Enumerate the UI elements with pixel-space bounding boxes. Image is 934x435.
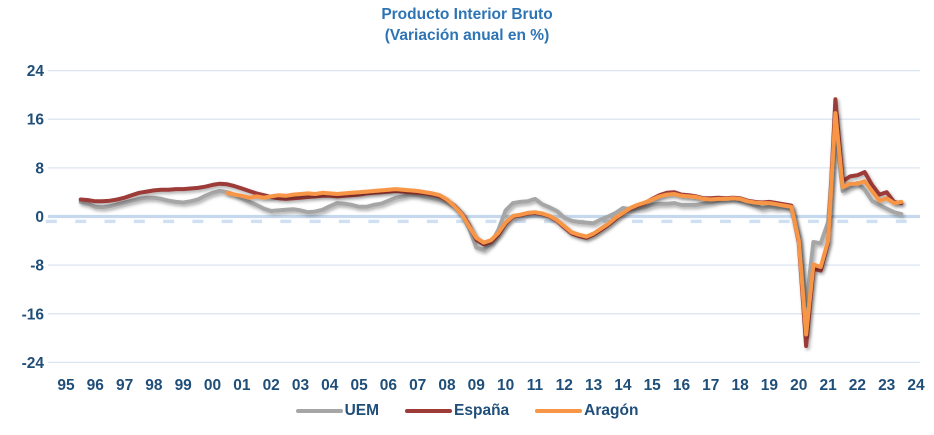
x-tick-label-99: 99 [175, 377, 193, 394]
x-axis-tick-dash [485, 219, 497, 224]
x-tick-label-13: 13 [585, 377, 603, 394]
x-axis-tick-dash [251, 219, 262, 224]
x-tick-label-23: 23 [878, 377, 896, 394]
x-tick-label-05: 05 [350, 377, 368, 394]
x-tick-label-11: 11 [527, 377, 544, 394]
x-axis-tick-dash [514, 219, 526, 224]
x-tick-label-02: 02 [263, 377, 280, 394]
x-axis-tick-dash [720, 219, 731, 224]
x-axis-tick-dash [866, 219, 878, 224]
x-axis-tick-dash [221, 219, 233, 224]
x-tick-label-21: 21 [819, 377, 837, 394]
series-line-aragon [225, 111, 904, 337]
y-tick-label--16: -16 [22, 306, 45, 323]
axis-layer [45, 214, 920, 224]
y-tick-label-16: 16 [27, 112, 45, 129]
x-axis-tick-dash [163, 219, 175, 224]
x-axis-tick-dash [280, 219, 292, 224]
x-tick-label-96: 96 [87, 377, 105, 394]
y-tick-label-24: 24 [27, 63, 45, 80]
x-tick-label-95: 95 [57, 377, 75, 394]
axis-labels-layer: 24 16 8 0 -8 -16 -24 95 96 97 98 99 00 01 02 03 04 05 06 07… [22, 63, 925, 394]
x-axis-tick-dash [778, 219, 790, 224]
legend-item-aragon[interactable]: Aragón [535, 402, 638, 420]
x-axis-tick-dash [807, 219, 819, 224]
x-tick-label-20: 20 [790, 377, 807, 394]
x-tick-label-97: 97 [116, 377, 133, 394]
x-tick-label-15: 15 [644, 377, 662, 394]
y-tick-label-0: 0 [35, 209, 44, 226]
x-axis-tick-dash [749, 219, 761, 224]
legend-swatch-uem [295, 408, 343, 414]
zero-axis-line [48, 214, 920, 219]
x-tick-label-03: 03 [292, 377, 310, 394]
x-axis-tick-dash [104, 219, 116, 224]
chart-title-block: Producto Interior Bruto (Variación anual… [0, 4, 934, 46]
x-tick-label-07: 07 [409, 377, 426, 394]
x-tick-label-00: 00 [204, 377, 221, 394]
x-tick-label-12: 12 [556, 377, 573, 394]
x-tick-label-24: 24 [907, 377, 925, 394]
y-tick-label--8: -8 [30, 258, 44, 275]
chart-legend: UEM España Aragón [0, 402, 934, 420]
chart-title: Producto Interior Bruto [381, 6, 553, 23]
x-axis-tick-dash [690, 219, 702, 224]
x-tick-label-08: 08 [438, 377, 456, 394]
x-tick-label-16: 16 [673, 377, 691, 394]
legend-item-espana[interactable]: España [405, 402, 509, 420]
legend-swatch-espana [405, 408, 453, 414]
legend-swatch-aragon [535, 408, 583, 414]
x-tick-label-22: 22 [849, 377, 866, 394]
legend-item-uem[interactable]: UEM [295, 402, 380, 420]
x-tick-label-14: 14 [614, 377, 632, 394]
x-axis-tick-dash [133, 219, 145, 224]
legend-label-aragon: Aragón [584, 402, 639, 419]
x-axis-tick-dash [75, 219, 87, 224]
x-axis-tick-dash [192, 219, 204, 224]
legend-label-espana: España [454, 402, 510, 419]
x-axis-tick-dash [368, 219, 380, 224]
x-axis-tick-dash [45, 219, 57, 224]
x-axis-tick-dash [426, 219, 438, 224]
legend-label-uem: UEM [344, 402, 380, 419]
y-tick-label-8: 8 [35, 160, 44, 177]
x-axis-tick-dash [837, 219, 849, 224]
x-tick-label-06: 06 [380, 377, 398, 394]
x-axis-tick-dash [661, 219, 673, 224]
x-axis-tick-dash [895, 219, 907, 224]
x-tick-label-04: 04 [321, 377, 339, 394]
x-axis-tick-dash [309, 219, 321, 224]
y-tick-label--24: -24 [22, 355, 45, 372]
x-tick-label-09: 09 [468, 377, 486, 394]
gridlines-layer [48, 69, 920, 364]
x-axis-tick-dash [397, 219, 409, 224]
x-tick-label-19: 19 [761, 377, 779, 394]
x-tick-label-18: 18 [731, 377, 749, 394]
x-tick-label-10: 10 [497, 377, 514, 394]
x-tick-label-01: 01 [233, 377, 251, 394]
x-axis-tick-dash [544, 219, 556, 224]
x-tick-label-98: 98 [145, 377, 163, 394]
series-lines-layer [78, 97, 904, 348]
x-axis-tick-dash [338, 219, 350, 224]
x-tick-label-17: 17 [702, 377, 719, 394]
chart-subtitle: (Variación anual en %) [384, 27, 550, 44]
x-axis-tick-dash [456, 219, 468, 224]
x-axis-tick-dash [632, 219, 643, 224]
